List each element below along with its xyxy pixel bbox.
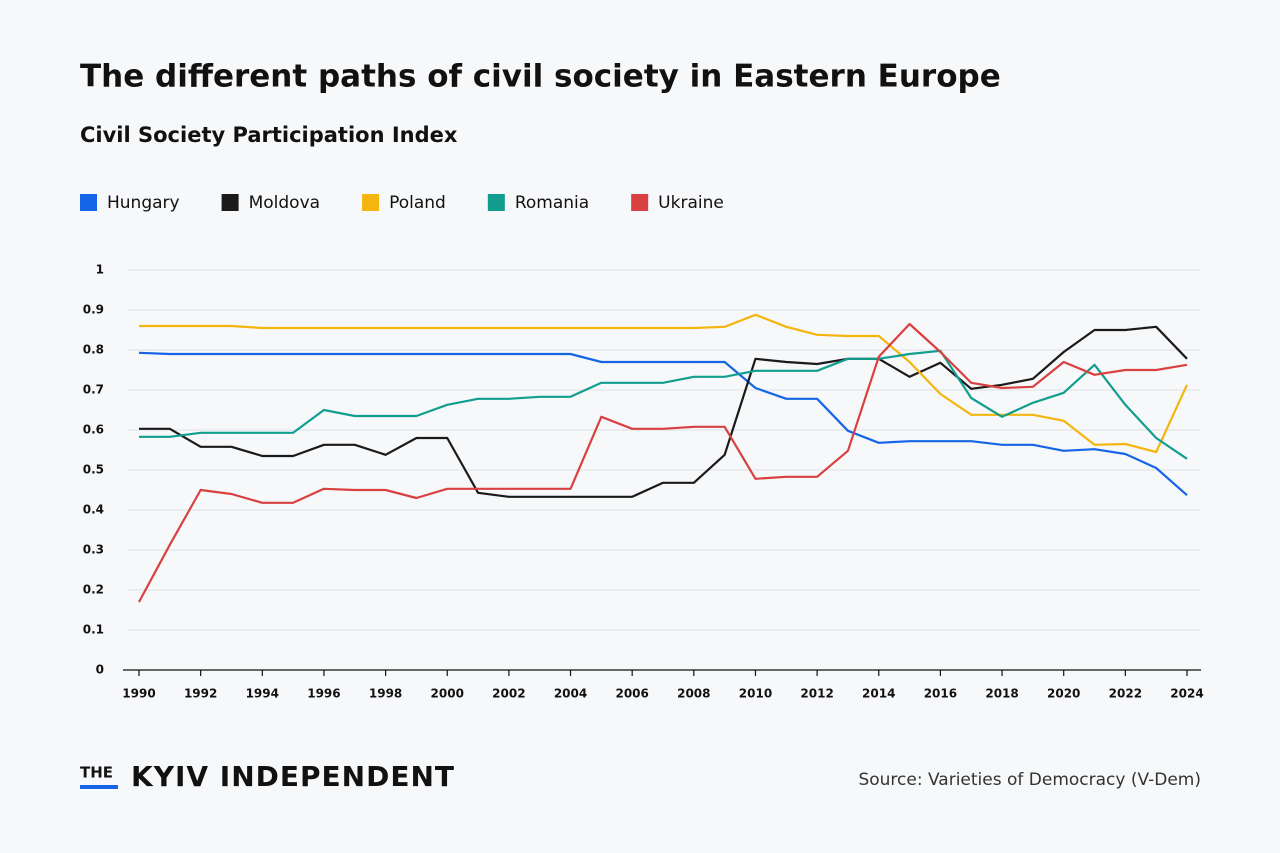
- legend-label: Romania: [515, 193, 589, 213]
- y-tick-label: 0.1: [83, 623, 104, 637]
- y-tick-label: 0.5: [83, 463, 104, 477]
- y-tick-label: 0.3: [83, 543, 104, 557]
- x-tick-label: 2022: [1109, 687, 1142, 701]
- source: Source: Varieties of Democracy (V-Dem): [858, 770, 1201, 790]
- legend-label: Poland: [389, 193, 446, 213]
- y-tick-label: 0.8: [83, 343, 104, 357]
- x-tick-label: 1998: [369, 687, 402, 701]
- legend-swatch: [221, 194, 239, 211]
- y-tick-label: 0.2: [83, 583, 104, 597]
- x-tick-label: 2018: [985, 687, 1018, 701]
- legend-label: Hungary: [107, 193, 180, 213]
- x-tick-label: 2014: [862, 687, 895, 701]
- x-tick-label: 2016: [924, 687, 957, 701]
- x-tick-label: 1992: [184, 687, 217, 701]
- brand-main: KYIV INDEPENDENT: [131, 760, 455, 793]
- series-line: [138, 322, 1188, 603]
- x-tick-label: 2010: [739, 687, 772, 701]
- x-tick-label: 2000: [431, 687, 464, 701]
- x-tick-label: 2024: [1170, 687, 1203, 701]
- chart-subtitle: Civil Society Participation Index: [80, 123, 458, 147]
- series-line: [138, 351, 1188, 497]
- legend-label: Ukraine: [658, 193, 724, 213]
- x-tick-label: 2020: [1047, 687, 1080, 701]
- brand-underline: [80, 785, 118, 789]
- y-tick-label: 0.7: [83, 383, 104, 397]
- legend-label: Moldova: [249, 193, 320, 213]
- series-line: [139, 313, 1188, 454]
- legend-swatch: [487, 194, 505, 211]
- chart-title: The different paths of civil society in …: [80, 59, 1001, 95]
- legend-swatch: [362, 194, 380, 211]
- x-tick-label: 1990: [122, 687, 155, 701]
- x-tick-label: 2002: [492, 687, 525, 701]
- y-tick-label: 1: [96, 263, 104, 277]
- brand-small: THE: [80, 764, 113, 782]
- x-tick-label: 1996: [307, 687, 340, 701]
- x-tick-label: 1994: [246, 687, 279, 701]
- y-tick-label: 0.6: [83, 423, 104, 437]
- legend-swatch: [631, 194, 649, 211]
- legend-swatch: [80, 194, 97, 211]
- series-line: [139, 349, 1188, 460]
- x-tick-label: 2008: [677, 687, 710, 701]
- x-tick-label: 2004: [554, 687, 587, 701]
- series-line: [139, 325, 1188, 498]
- x-tick-label: 2012: [800, 687, 833, 701]
- y-tick-label: 0.4: [83, 503, 104, 517]
- y-tick-label: 0.9: [83, 303, 104, 317]
- x-tick-label: 2006: [615, 687, 648, 701]
- y-tick-label: 0: [96, 663, 104, 677]
